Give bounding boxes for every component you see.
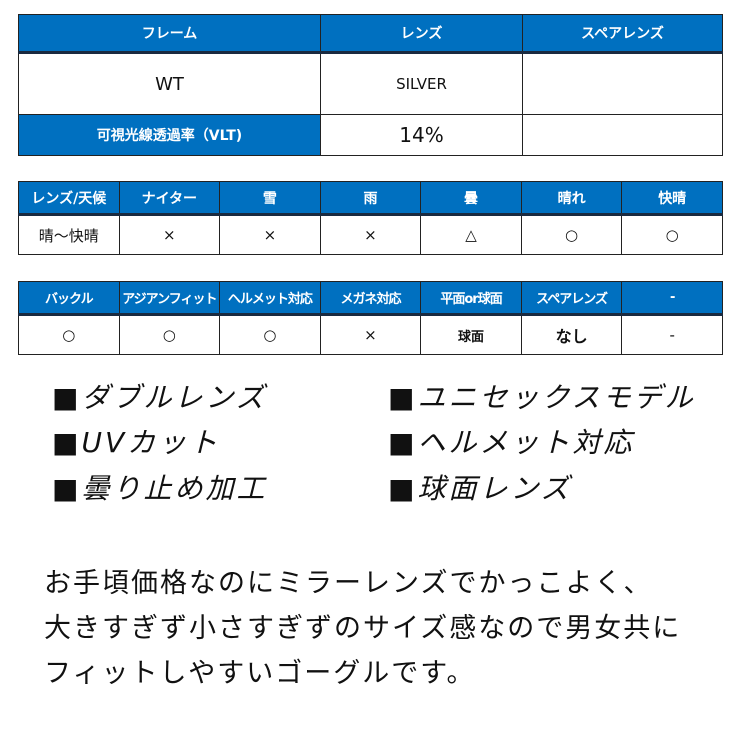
feature-item: ■UVカット <box>52 426 221 459</box>
weather-value: × <box>319 214 422 255</box>
feature-item: ■ユニセックスモデル <box>388 381 696 414</box>
description-line: 大きすぎず小さすぎずのサイズ感なので男女共に <box>44 613 682 644</box>
feature-item: ■球面レンズ <box>388 472 572 505</box>
description-line: フィットしやすいゴーグルです。 <box>44 658 476 689</box>
vlt-extra <box>522 114 723 156</box>
feature-header: メガネ対応 <box>319 281 422 316</box>
feature-header: スペアレンズ <box>520 281 623 316</box>
feature-header: バックル <box>18 281 120 316</box>
weather-header: 曇 <box>420 181 522 216</box>
weather-value: ○ <box>520 214 623 255</box>
weather-value: × <box>219 214 321 255</box>
header-frame: フレーム <box>18 14 321 54</box>
weather-header: 雨 <box>319 181 422 216</box>
feature-header: 平面or球面 <box>420 281 522 316</box>
weather-header: 晴れ <box>520 181 623 216</box>
feature-table: バックル アジアンフィット ヘルメット対応 メガネ対応 平面or球面 スペアレン… <box>18 281 723 355</box>
feature-header: - <box>621 281 723 316</box>
weather-header: ナイター <box>118 181 221 216</box>
weather-value: × <box>118 214 221 255</box>
feature-value: × <box>319 314 422 355</box>
weather-value: △ <box>420 214 522 255</box>
vlt-value: 14% <box>320 114 523 156</box>
weather-table: レンズ/天候 ナイター 雪 雨 曇 晴れ 快晴 晴～快晴 × × × △ ○ ○ <box>18 181 723 255</box>
spare-lens-value <box>522 52 723 115</box>
feature-item: ■ダブルレンズ <box>52 381 267 414</box>
header-lens: レンズ <box>320 14 523 54</box>
weather-value: ○ <box>621 214 723 255</box>
weather-header: レンズ/天候 <box>18 181 120 216</box>
spec-table: フレーム レンズ スペアレンズ WT SILVER 可視光線透過率（VLT) 1… <box>18 14 723 156</box>
feature-value: なし <box>520 314 623 355</box>
description-line: お手頃価格なのにミラーレンズでかっこよく、 <box>44 568 653 599</box>
feature-value: ○ <box>219 314 321 355</box>
feature-value: ○ <box>18 314 120 355</box>
lens-value: SILVER <box>320 52 523 115</box>
feature-item: ■ヘルメット対応 <box>388 426 635 459</box>
feature-item: ■曇り止め加工 <box>52 472 268 505</box>
header-spare-lens: スペアレンズ <box>522 14 723 54</box>
weather-value: 晴～快晴 <box>18 214 120 255</box>
feature-header: ヘルメット対応 <box>219 281 321 316</box>
feature-value: ○ <box>118 314 221 355</box>
feature-value: - <box>621 314 723 355</box>
weather-header: 雪 <box>219 181 321 216</box>
feature-header: アジアンフィット <box>118 281 221 316</box>
feature-value: 球面 <box>420 314 522 355</box>
vlt-label: 可視光線透過率（VLT) <box>18 114 321 156</box>
weather-header: 快晴 <box>621 181 723 216</box>
frame-value: WT <box>18 52 321 115</box>
